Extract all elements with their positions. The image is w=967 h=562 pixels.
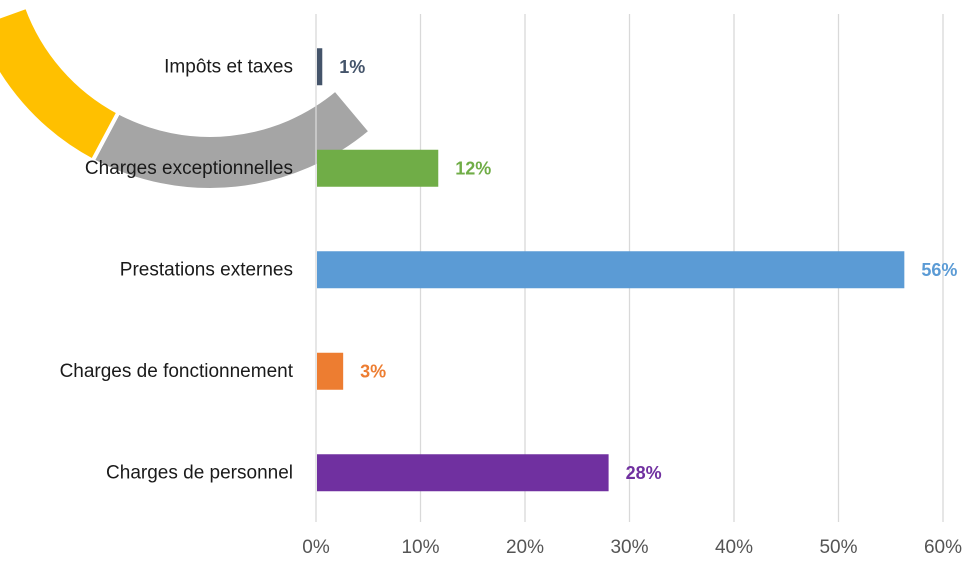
bar	[317, 251, 905, 289]
bar	[317, 149, 439, 187]
data-label: 3%	[360, 361, 386, 381]
partial-donut-decoration	[0, 4, 374, 192]
bar	[317, 454, 609, 492]
x-tick-label: 0%	[302, 537, 330, 558]
data-labels: 1% 12% 56% 3% 28%	[339, 57, 957, 483]
donut-segment-yellow	[0, 4, 122, 164]
bars	[317, 48, 905, 492]
bar	[317, 48, 323, 86]
x-tick-label: 10%	[401, 537, 439, 558]
data-label: 28%	[626, 463, 662, 483]
category-label: Charges exceptionnelles	[85, 158, 293, 179]
x-tick-label: 50%	[819, 537, 857, 558]
x-tick-label: 40%	[715, 537, 753, 558]
data-label: 12%	[455, 158, 491, 178]
category-labels: Impôts et taxes Charges exceptionnelles Pr…	[60, 56, 294, 483]
x-tick-label: 30%	[610, 537, 648, 558]
category-label: Impôts et taxes	[164, 56, 293, 77]
data-label: 56%	[921, 260, 957, 280]
category-label: Prestations externes	[120, 259, 293, 280]
bar	[317, 352, 344, 390]
x-tick-label: 20%	[506, 537, 544, 558]
x-axis-tick-labels: 0% 10% 20% 30% 40% 50% 60%	[302, 537, 962, 558]
x-tick-label: 60%	[924, 537, 962, 558]
category-label: Charges de personnel	[106, 462, 293, 483]
data-label: 1%	[339, 57, 365, 77]
category-label: Charges de fonctionnement	[60, 361, 294, 382]
